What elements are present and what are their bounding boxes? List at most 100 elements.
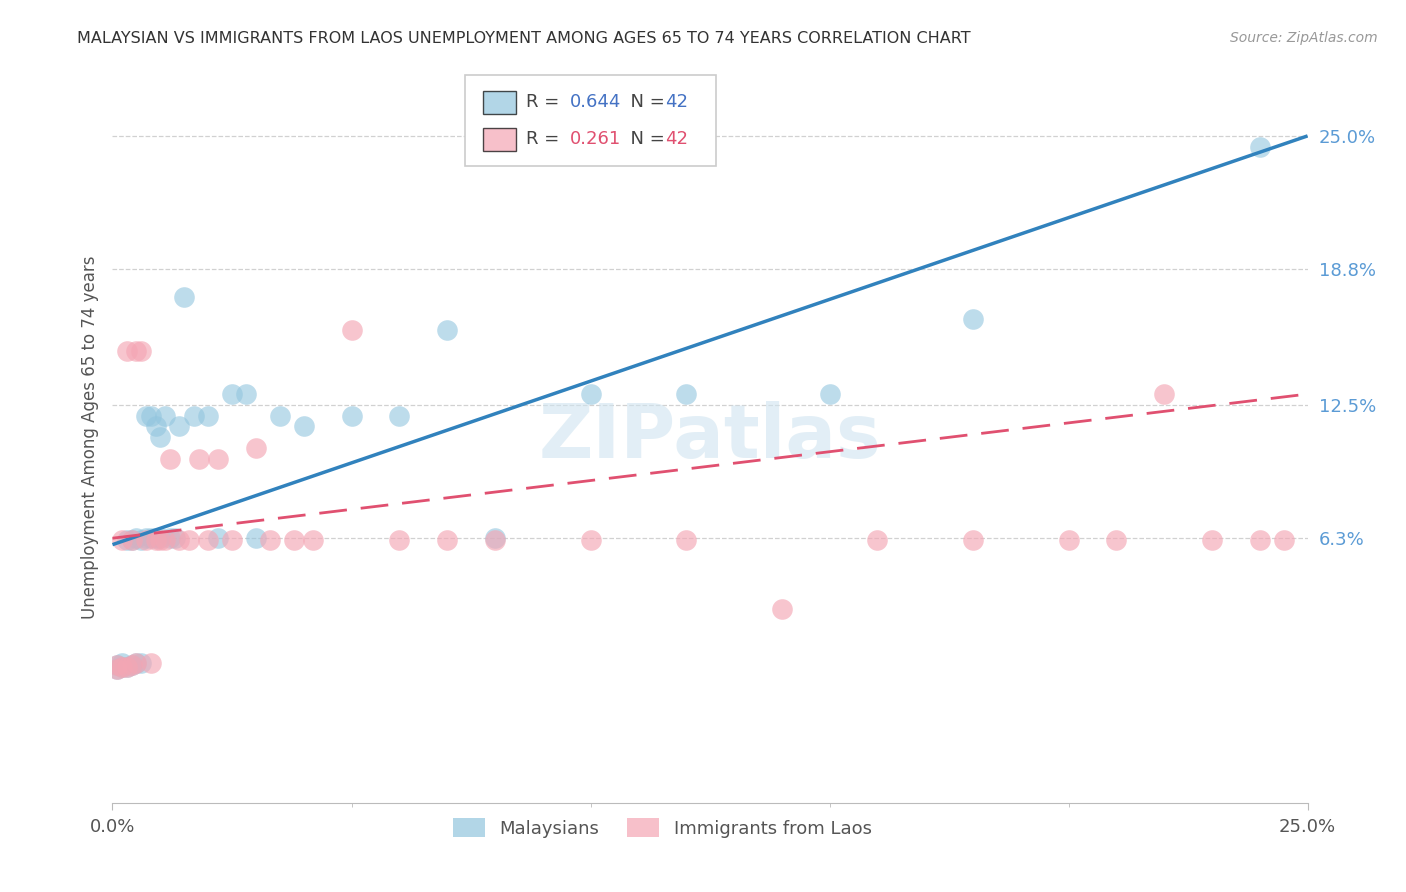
Point: [173, 290, 195, 304]
Text: 0.261: 0.261: [571, 130, 621, 148]
Point: [145, 531, 167, 545]
Point: [115, 533, 138, 548]
Point: [818, 387, 841, 401]
Point: [770, 602, 793, 616]
Point: [125, 344, 148, 359]
Point: [149, 533, 172, 548]
Point: [111, 660, 134, 674]
Point: [187, 451, 209, 466]
Point: [1249, 139, 1271, 153]
Point: [153, 533, 176, 548]
Point: [245, 441, 267, 455]
Point: [115, 344, 138, 359]
Point: [675, 387, 697, 401]
Point: [125, 656, 148, 670]
Point: [135, 409, 157, 423]
Point: [245, 531, 267, 545]
Point: [197, 409, 219, 423]
Point: [145, 419, 167, 434]
FancyBboxPatch shape: [484, 128, 516, 151]
Point: [1057, 533, 1080, 548]
Point: [135, 533, 157, 548]
Point: [139, 409, 162, 423]
Point: [139, 656, 162, 670]
Point: [129, 656, 152, 670]
Point: [235, 387, 257, 401]
Text: ZIPatlas: ZIPatlas: [538, 401, 882, 474]
FancyBboxPatch shape: [465, 75, 716, 167]
Point: [292, 419, 315, 434]
Point: [121, 533, 143, 548]
Point: [115, 660, 138, 674]
Point: [579, 387, 602, 401]
Point: [340, 322, 363, 336]
Point: [436, 533, 458, 548]
Point: [105, 662, 128, 676]
Point: [149, 430, 172, 444]
Point: [163, 531, 186, 545]
Point: [121, 658, 143, 673]
Text: R =: R =: [526, 94, 565, 112]
Point: [111, 660, 134, 674]
Point: [484, 531, 506, 545]
Point: [866, 533, 889, 548]
Text: 0.644: 0.644: [571, 94, 621, 112]
Point: [177, 533, 200, 548]
Point: [436, 322, 458, 336]
Point: [111, 656, 134, 670]
Point: [197, 533, 219, 548]
Point: [105, 662, 128, 676]
Point: [125, 656, 148, 670]
Text: Source: ZipAtlas.com: Source: ZipAtlas.com: [1230, 31, 1378, 45]
Point: [115, 660, 138, 674]
Legend: Malaysians, Immigrants from Laos: Malaysians, Immigrants from Laos: [446, 811, 879, 845]
Point: [1201, 533, 1223, 548]
Point: [169, 419, 191, 434]
Point: [579, 533, 602, 548]
Y-axis label: Unemployment Among Ages 65 to 74 years: Unemployment Among Ages 65 to 74 years: [80, 255, 98, 619]
Point: [159, 451, 181, 466]
Point: [121, 533, 143, 548]
Point: [1153, 387, 1175, 401]
Point: [145, 533, 167, 548]
Point: [139, 531, 162, 545]
Point: [153, 409, 176, 423]
Point: [129, 533, 152, 548]
Point: [149, 531, 172, 545]
Point: [207, 531, 229, 545]
Text: MALAYSIAN VS IMMIGRANTS FROM LAOS UNEMPLOYMENT AMONG AGES 65 TO 74 YEARS CORRELA: MALAYSIAN VS IMMIGRANTS FROM LAOS UNEMPL…: [77, 31, 972, 46]
Point: [302, 533, 325, 548]
Point: [125, 531, 148, 545]
Point: [135, 531, 157, 545]
Point: [283, 533, 305, 548]
Point: [221, 387, 243, 401]
Point: [1249, 533, 1271, 548]
FancyBboxPatch shape: [484, 90, 516, 114]
Point: [207, 451, 229, 466]
Point: [259, 533, 281, 548]
Text: 42: 42: [665, 94, 688, 112]
Point: [388, 533, 411, 548]
Text: N =: N =: [619, 130, 671, 148]
Point: [340, 409, 363, 423]
Point: [129, 344, 152, 359]
Point: [183, 409, 205, 423]
Point: [105, 658, 128, 673]
Point: [1105, 533, 1128, 548]
Point: [962, 533, 984, 548]
Point: [111, 533, 134, 548]
Text: N =: N =: [619, 94, 671, 112]
Point: [121, 658, 143, 673]
Point: [962, 311, 984, 326]
Point: [484, 533, 506, 548]
Point: [388, 409, 411, 423]
Point: [269, 409, 291, 423]
Text: 42: 42: [665, 130, 688, 148]
Point: [169, 533, 191, 548]
Point: [1272, 533, 1295, 548]
Text: R =: R =: [526, 130, 571, 148]
Point: [105, 658, 128, 673]
Point: [159, 531, 181, 545]
Point: [675, 533, 697, 548]
Point: [221, 533, 243, 548]
